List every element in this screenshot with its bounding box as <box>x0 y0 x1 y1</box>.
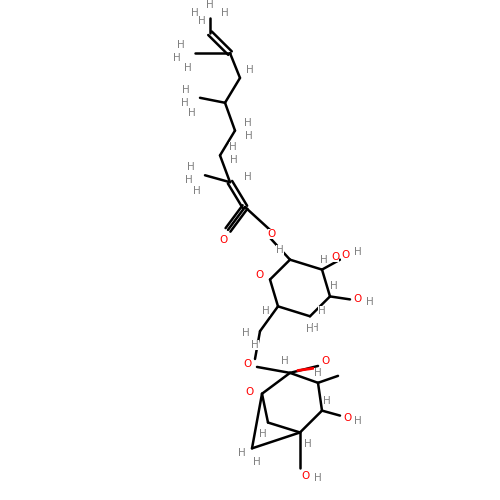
Text: O: O <box>246 387 254 397</box>
Text: H: H <box>281 356 289 366</box>
Text: H: H <box>366 298 374 308</box>
Text: H: H <box>251 340 259 350</box>
Text: H: H <box>177 40 185 50</box>
Text: H: H <box>185 175 193 185</box>
Text: O: O <box>243 359 251 369</box>
Text: H: H <box>221 8 229 18</box>
Text: H: H <box>198 16 206 26</box>
Text: H: H <box>323 396 331 406</box>
Text: O: O <box>341 250 349 260</box>
Text: H: H <box>306 324 314 334</box>
Text: O: O <box>256 270 264 280</box>
Text: H: H <box>173 53 181 63</box>
Text: H: H <box>354 416 362 426</box>
Text: H: H <box>191 8 199 18</box>
Text: H: H <box>182 85 190 95</box>
Text: H: H <box>193 186 201 196</box>
Text: H: H <box>181 98 189 108</box>
Text: H: H <box>244 118 252 128</box>
Text: O: O <box>343 412 351 422</box>
Text: H: H <box>276 244 284 254</box>
Text: H: H <box>330 282 338 292</box>
Text: H: H <box>238 448 246 458</box>
Text: H: H <box>245 130 253 140</box>
Text: O: O <box>353 294 361 304</box>
Text: H: H <box>314 368 322 378</box>
Text: H: H <box>242 328 250 338</box>
Text: H: H <box>253 458 261 468</box>
Text: O: O <box>268 229 276 239</box>
Text: H: H <box>304 440 312 450</box>
Text: O: O <box>322 356 330 366</box>
Text: H: H <box>262 306 270 316</box>
Text: H: H <box>246 65 254 75</box>
Text: H: H <box>229 142 237 152</box>
Text: H: H <box>314 473 322 483</box>
Text: H: H <box>311 323 319 333</box>
Text: H: H <box>354 246 362 256</box>
Text: O: O <box>331 252 339 262</box>
Text: O: O <box>219 235 227 245</box>
Text: H: H <box>206 0 214 10</box>
Text: H: H <box>244 172 252 182</box>
Text: H: H <box>318 306 326 316</box>
Text: H: H <box>187 162 195 172</box>
Text: H: H <box>184 63 192 73</box>
Text: H: H <box>320 254 328 264</box>
Text: H: H <box>259 430 267 440</box>
Text: O: O <box>301 471 309 481</box>
Text: H: H <box>188 108 196 118</box>
Text: H: H <box>230 156 238 166</box>
